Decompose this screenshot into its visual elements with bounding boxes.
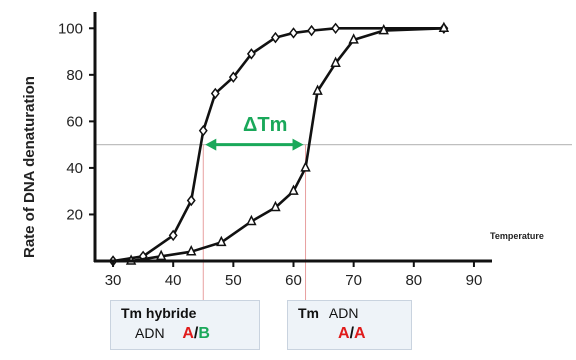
series-1-point bbox=[271, 31, 280, 44]
tm-dna-title: Tm ADN bbox=[298, 305, 401, 321]
strand-b-label: B bbox=[198, 325, 210, 342]
delta-tm-arrow-head-left bbox=[205, 138, 217, 151]
series-2-point bbox=[300, 161, 311, 172]
series-1-point bbox=[331, 22, 341, 35]
y-tick-label: 60 bbox=[66, 113, 83, 130]
series-2-point bbox=[155, 249, 167, 261]
series-layer bbox=[108, 21, 450, 267]
y-tick-label: 20 bbox=[66, 206, 83, 223]
series-2-point bbox=[438, 21, 450, 33]
tm-hybrid-strands: ADN A/B bbox=[121, 325, 249, 343]
series-2-point bbox=[246, 214, 257, 226]
reference-layer bbox=[95, 138, 572, 300]
x-tick-label: 50 bbox=[225, 272, 242, 289]
x-tick-label: 90 bbox=[466, 272, 483, 289]
y-tick-label: 100 bbox=[58, 20, 83, 37]
series-1-point bbox=[289, 27, 298, 39]
series-1-point bbox=[198, 124, 208, 137]
series-2-point bbox=[348, 33, 359, 44]
tm-hybrid-title: Tm hybride bbox=[121, 305, 197, 321]
tm-dna-title-sub: ADN bbox=[328, 305, 359, 321]
x-tick-label: 30 bbox=[105, 272, 122, 289]
y-tick-label: 80 bbox=[66, 67, 83, 84]
strand-a-label: A bbox=[182, 325, 194, 342]
series-2-point bbox=[216, 235, 227, 247]
x-tick-label: 60 bbox=[285, 272, 302, 289]
tm-dna-box: Tm ADN A/A bbox=[287, 300, 412, 350]
series-1-point bbox=[210, 87, 220, 100]
denaturation-chart: 20 40 60 80 100 30 40 50 60 70 80 90 Rate of DNA de… bbox=[21, 12, 572, 300]
tm-dna-title-main: Tm bbox=[298, 305, 319, 321]
strand-separator: / bbox=[193, 325, 199, 342]
series-2-point bbox=[270, 200, 281, 212]
series-1-point bbox=[168, 229, 178, 242]
series-2-point bbox=[312, 84, 323, 95]
tm-hybrid-box: Tm hybride ADN A/B bbox=[110, 300, 260, 350]
strand-a1-label: A bbox=[338, 325, 350, 342]
tm-dna-strands: A/A bbox=[338, 325, 401, 343]
x-tick-label: 40 bbox=[165, 272, 182, 289]
axes-layer: 20 40 60 80 100 30 40 50 60 70 80 90 bbox=[58, 12, 492, 289]
y-tick-label: 40 bbox=[66, 160, 83, 177]
strand-a2-label: A bbox=[354, 325, 366, 342]
series-1-point bbox=[228, 71, 238, 83]
strand-separator: / bbox=[349, 325, 355, 342]
x-tick-label: 80 bbox=[405, 272, 422, 289]
x-tick-label: 70 bbox=[345, 272, 362, 289]
series-2-point bbox=[186, 245, 197, 256]
series-1-point bbox=[186, 194, 196, 207]
delta-tm-arrow-head-right bbox=[292, 138, 304, 151]
series-1-point bbox=[307, 24, 316, 37]
y-axis-label: Rate of DNA denaturation bbox=[21, 76, 38, 258]
tm-hybrid-prefix: ADN bbox=[135, 325, 165, 341]
series-1-point bbox=[246, 48, 256, 60]
x-axis-label: Temperature bbox=[490, 231, 544, 241]
delta-tm-label: ΔTm bbox=[243, 114, 287, 136]
series-2-point bbox=[288, 184, 299, 195]
series-2-point bbox=[330, 56, 341, 67]
series-2-point bbox=[378, 23, 389, 35]
